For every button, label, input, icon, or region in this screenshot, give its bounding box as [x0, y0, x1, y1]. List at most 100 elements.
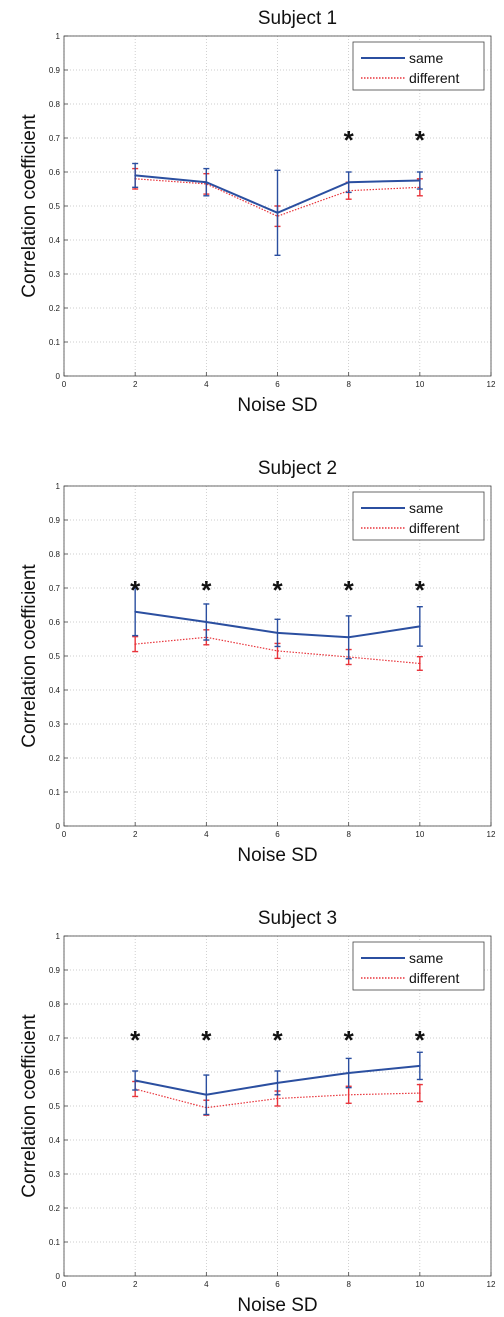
- chart-panel-2: Subject 2 0 2 4 6 8 10 12 0 0.1 0.2 0.3 0.4 0.5 0.6 0.7…: [19, 458, 496, 866]
- y-tick-label: 0.6: [49, 618, 61, 627]
- data-point: [348, 1072, 350, 1074]
- data-point: [277, 1098, 279, 1100]
- x-tick-label: 10: [415, 830, 424, 839]
- x-tick-label: 8: [346, 830, 351, 839]
- y-tick-label: 0.3: [49, 1170, 61, 1179]
- y-tick-label: 0.3: [49, 270, 61, 279]
- significance-asterisk: *: [201, 1025, 212, 1055]
- x-axis-label: Noise SD: [237, 1295, 317, 1316]
- data-point: [419, 1092, 421, 1094]
- y-tick-label: 0.2: [49, 1204, 61, 1213]
- data-point: [205, 181, 207, 183]
- significance-asterisk: *: [272, 575, 283, 605]
- x-tick-label: 12: [487, 1280, 496, 1289]
- x-tick-label: 8: [346, 1280, 351, 1289]
- data-point: [134, 175, 136, 177]
- y-tick-label: 1: [56, 482, 61, 491]
- x-tick-label: 12: [487, 380, 496, 389]
- y-tick-label: 0.8: [49, 1000, 61, 1009]
- y-tick-label: 0.5: [49, 652, 61, 661]
- data-point: [419, 663, 421, 665]
- data-point: [419, 180, 421, 182]
- y-axis-label: Correlation coefficient: [19, 564, 40, 748]
- x-tick-label: 6: [275, 380, 280, 389]
- x-tick-label: 6: [275, 1280, 280, 1289]
- x-tick-label: 2: [133, 380, 138, 389]
- data-point: [419, 626, 421, 628]
- x-tick-label: 10: [415, 1280, 424, 1289]
- x-tick-label: 0: [62, 830, 67, 839]
- y-tick-label: 0.4: [49, 1136, 61, 1145]
- y-tick-label: 0.5: [49, 1102, 61, 1111]
- y-tick-label: 0: [56, 372, 61, 381]
- legend-label: same: [409, 500, 443, 516]
- x-tick-label: 0: [62, 380, 67, 389]
- data-point: [419, 1065, 421, 1067]
- y-tick-label: 0.1: [49, 788, 61, 797]
- x-tick-label: 2: [133, 830, 138, 839]
- y-tick-label: 0.7: [49, 584, 61, 593]
- y-tick-label: 0.9: [49, 516, 61, 525]
- chart-panel-1: Subject 10 2 4 6 8 10 1200.10.20.30.40.50.60.7…: [19, 8, 496, 416]
- significance-asterisk: *: [344, 125, 355, 155]
- data-point: [277, 212, 279, 214]
- x-tick-label: 4: [204, 380, 209, 389]
- legend-label: same: [409, 50, 443, 66]
- data-point: [348, 1094, 350, 1096]
- data-point: [277, 650, 279, 652]
- y-tick-label: 0.8: [49, 550, 61, 559]
- data-point: [277, 1082, 279, 1084]
- y-tick-label: 1: [56, 32, 61, 41]
- y-tick-label: 0.8: [49, 100, 61, 109]
- x-tick-label: 6: [275, 830, 280, 839]
- data-point: [134, 643, 136, 645]
- significance-asterisk: *: [130, 575, 141, 605]
- y-axis-label: Correlation coefficient: [19, 1014, 40, 1198]
- significance-asterisk: *: [272, 1025, 283, 1055]
- y-tick-label: 0.9: [49, 66, 61, 75]
- x-tick-label: 12: [487, 830, 496, 839]
- data-point: [348, 181, 350, 183]
- chart-title: Subject 1: [258, 8, 337, 29]
- y-tick-label: 0.6: [49, 1068, 61, 1077]
- significance-asterisk: *: [344, 1025, 355, 1055]
- error-bar-different: [417, 657, 423, 671]
- y-tick-label: 0.2: [49, 754, 61, 763]
- error-bar-different: [132, 637, 138, 652]
- chart-title: Subject 2: [258, 458, 337, 479]
- significance-asterisk: *: [201, 575, 212, 605]
- significance-asterisk: *: [344, 575, 355, 605]
- error-bar-different: [346, 1086, 352, 1103]
- x-tick-label: 0: [62, 1280, 67, 1289]
- y-axis-label: Correlation coefficient: [19, 114, 40, 298]
- significance-asterisk: *: [415, 575, 426, 605]
- data-point: [205, 621, 207, 623]
- y-tick-label: 0.9: [49, 966, 61, 975]
- legend: same different: [353, 42, 484, 90]
- legend: same different: [353, 492, 484, 540]
- y-tick-label: 0.4: [49, 686, 61, 695]
- y-tick-label: 0.2: [49, 304, 61, 313]
- y-tick-label: 0.1: [49, 1238, 61, 1247]
- legend-label: same: [409, 950, 443, 966]
- x-axis-label: Noise SD: [237, 845, 317, 866]
- x-tick-label: 8: [346, 380, 351, 389]
- y-tick-label: 0.5: [49, 202, 61, 211]
- legend-label: different: [409, 520, 459, 536]
- data-point: [134, 1080, 136, 1082]
- x-tick-label: 2: [133, 1280, 138, 1289]
- y-tick-label: 0.3: [49, 720, 61, 729]
- legend-label: different: [409, 970, 459, 986]
- y-tick-label: 0.7: [49, 1034, 61, 1043]
- data-point: [348, 636, 350, 638]
- x-tick-label: 4: [204, 830, 209, 839]
- y-tick-label: 1: [56, 932, 61, 941]
- data-point: [277, 632, 279, 634]
- legend: same different: [353, 942, 484, 990]
- y-tick-label: 0.4: [49, 236, 61, 245]
- chart-panel-3: Subject 3 0 2 4 6 8 10 12 0 0.1 0.2 0.3 0.4 0.5 0.6 0.7…: [19, 908, 496, 1316]
- data-point: [134, 611, 136, 613]
- y-tick-label: 0.1: [49, 338, 61, 347]
